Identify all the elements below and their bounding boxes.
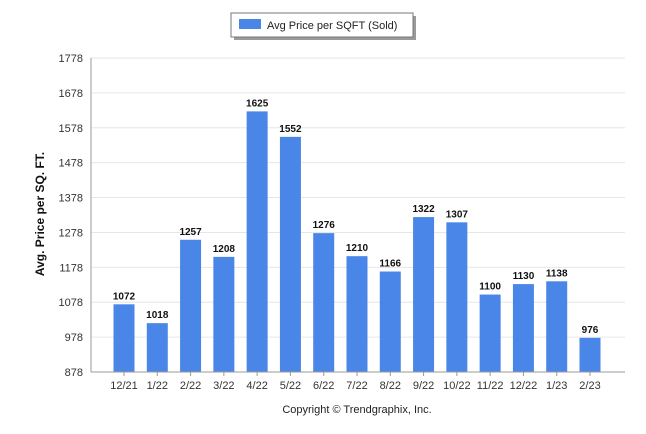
y-tick-label: 1578 [59,123,83,135]
data-label: 1552 [279,124,302,135]
y-axis-title: Avg. Price per SQ. FT. [33,152,47,276]
x-tick-label: 10/22 [443,380,471,392]
data-label: 1307 [446,209,469,220]
bar-7-22 [346,256,368,372]
x-tick-label: 6/22 [313,380,334,392]
x-tick-label: 5/22 [280,380,301,392]
bar-11-22 [479,294,501,372]
bar-5-22 [279,136,301,372]
legend-box [230,12,414,38]
y-tick-label: 1778 [59,53,83,65]
x-tick-label: 1/22 [147,380,168,392]
bar-3-22 [213,256,235,372]
x-tick-label: 2/23 [579,380,600,392]
bar-10-22 [446,222,468,372]
x-tick-label: 4/22 [246,380,267,392]
data-label: 1100 [479,282,501,293]
x-tick-label: 3/22 [213,380,234,392]
y-tick-label: 978 [65,332,83,344]
axes [90,58,625,373]
y-tick-label: 878 [65,367,83,379]
y-tick-label: 1278 [59,227,83,239]
bar-2-22 [180,239,202,372]
x-tick-label: 12/21 [110,380,138,392]
y-tick-label: 1178 [59,262,83,274]
y-tick-label: 1678 [59,88,83,100]
legend: Avg Price per SQFT (Sold) [230,12,416,40]
bar-12-21 [113,304,135,372]
data-label: 1130 [513,271,535,282]
bars [113,111,601,372]
x-tick-label: 7/22 [346,380,367,392]
x-tick-label: 2/22 [180,380,201,392]
y-tick-label: 1078 [59,297,83,309]
x-tick-label: 11/22 [477,380,504,392]
x-tick-label: 12/22 [510,380,538,392]
data-label: 1072 [113,291,136,302]
y-axis-ticks: 878 978 1078 1178 1278 1378 1478 1578 1678 1778 [59,53,83,379]
bar-4-22 [246,111,268,372]
data-label: 1138 [546,268,568,279]
legend-swatch [239,19,261,29]
bar-1-23 [546,281,568,372]
x-axis-ticks: 12/21 1/22 2/22 3/22 4/22 5/22 6/22 7/22 8/22 9/2… [110,372,601,392]
data-label: 1257 [179,227,202,238]
y-tick-label: 1478 [59,158,83,170]
x-tick-label: 9/22 [413,380,434,392]
bar-2-23 [579,337,601,372]
x-tick-label: 1/23 [546,380,567,392]
data-label: 976 [582,325,599,336]
bar-9-22 [413,217,435,372]
copyright: Copyright © Trendgraphix, Inc. [282,404,431,416]
data-labels: 1072 1018 1257 1208 1625 1552 1276 1210 1166 1322… [113,98,599,335]
bar-8-22 [379,271,401,372]
y-tick-label: 1378 [59,193,83,205]
data-label: 1276 [313,220,336,231]
x-tick-label: 8/22 [380,380,401,392]
bar-1-22 [146,323,168,372]
data-label: 1625 [246,98,269,109]
bar-6-22 [313,233,335,372]
data-label: 1166 [379,259,401,270]
data-label: 1322 [412,204,435,215]
data-label: 1018 [146,310,169,321]
data-label: 1208 [213,244,236,255]
data-label: 1210 [346,243,369,254]
legend-label: Avg Price per SQFT (Sold) [267,20,397,32]
bar-12-22 [512,284,534,372]
